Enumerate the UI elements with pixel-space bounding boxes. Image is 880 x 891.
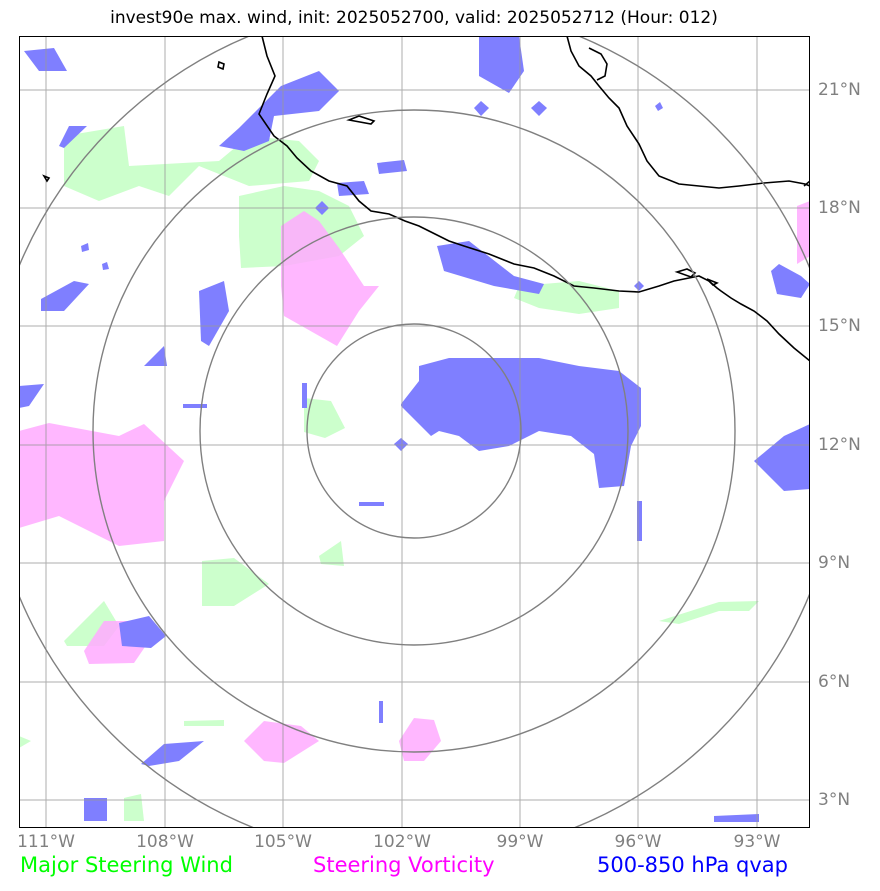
legend-steering-vorticity: Steering Vorticity: [313, 853, 495, 877]
x-tick-label: 99°W: [496, 832, 544, 852]
steering-wind-contour: [184, 720, 224, 726]
legend-steering-wind: Major Steering Wind: [20, 853, 233, 877]
qvap-contour: [437, 241, 544, 294]
y-tick-label: 21°N: [818, 80, 861, 100]
figure-title: invest90e max. wind, init: 2025052700, v…: [110, 8, 718, 28]
map-panel: [19, 36, 810, 828]
qvap-contour: [359, 502, 384, 506]
y-tick-label: 15°N: [818, 316, 861, 336]
x-tick-label: 105°W: [254, 832, 312, 852]
qvap-contour: [144, 346, 167, 366]
range-ring-3: [92, 109, 736, 753]
x-tick-label: 96°W: [614, 832, 662, 852]
qvap-contour: [634, 281, 644, 291]
x-tick-label: 108°W: [136, 832, 194, 852]
qvap-contour: [531, 101, 547, 116]
vorticity-contour: [797, 201, 810, 264]
range-ring-1: [306, 323, 522, 539]
y-tick-label: 9°N: [818, 553, 851, 573]
steering-wind-contour: [202, 558, 269, 606]
range-ring-2: [199, 216, 629, 646]
y-tick-label: 18°N: [818, 198, 861, 218]
steering-wind-contour: [304, 398, 345, 438]
y-tick-label: 12°N: [818, 435, 861, 455]
qvap-contour: [84, 798, 107, 821]
qvap-contour: [219, 71, 339, 151]
x-tick-label: 111°W: [17, 832, 75, 852]
qvap-contour: [199, 281, 229, 346]
legend-qvap: 500-850 hPa qvap: [597, 853, 788, 877]
qvap-contour: [474, 101, 489, 116]
qvap-contour: [655, 102, 663, 111]
qvap-contour: [81, 243, 89, 252]
y-tick-label: 6°N: [818, 672, 851, 692]
qvap-contour: [302, 383, 307, 408]
qvap-contour: [119, 616, 166, 648]
gridlines: [19, 36, 810, 828]
steering-wind-contour: [124, 794, 144, 821]
map-frame: [19, 36, 810, 828]
qvap-contour: [141, 741, 204, 766]
steering-wind-contour: [659, 601, 759, 624]
qvap-contour: [479, 36, 524, 93]
qvap-contour: [59, 126, 87, 148]
x-tick-label: 102°W: [373, 832, 431, 852]
qvap-contour: [379, 701, 383, 723]
qvap-contour: [771, 264, 810, 298]
vorticity-contour: [281, 211, 379, 346]
qvap-contour: [714, 814, 759, 822]
steering-wind-contour: [19, 736, 31, 748]
x-tick-label: 93°W: [733, 832, 781, 852]
y-tick-label: 3°N: [818, 790, 851, 810]
qvap-contour: [754, 424, 810, 491]
vorticity-contour: [19, 423, 184, 546]
qvap-contour: [183, 404, 207, 408]
qvap-contour: [41, 281, 89, 311]
vorticity-contour: [399, 718, 441, 761]
steering-vorticity-layer: [19, 201, 810, 763]
range-rings: [19, 36, 810, 828]
qvap-contour: [19, 384, 44, 408]
steering-wind-contour: [319, 541, 344, 566]
qvap-contour: [102, 262, 109, 270]
qvap-contour: [377, 160, 407, 174]
